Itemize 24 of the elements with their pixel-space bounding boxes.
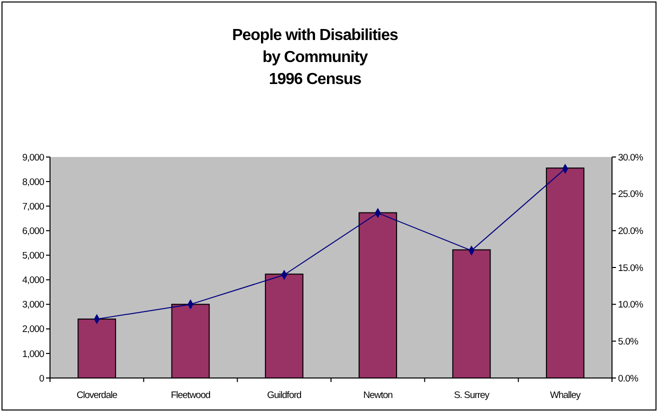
y2-tick-label: 0.0% xyxy=(618,373,640,384)
y-tick-label: 3,000 xyxy=(22,300,44,311)
y-tick-label: 8,000 xyxy=(22,176,44,188)
y-tick-label: 2,000 xyxy=(22,324,44,336)
x-tick-label: Whalley xyxy=(550,390,582,401)
y2-tick-label: 10.0% xyxy=(618,300,644,311)
y-tick-label: 5,000 xyxy=(22,250,44,262)
x-tick-label: Newton xyxy=(363,390,393,401)
x-tick-label: S. Surrey xyxy=(454,390,490,401)
y-tick-label: 0 xyxy=(39,373,44,384)
x-tick-label: Cloverdale xyxy=(76,390,118,401)
y-tick-label: 1,000 xyxy=(22,348,44,360)
y2-tick-label: 15.0% xyxy=(618,262,644,274)
x-tick-label: Fleetwood xyxy=(170,390,210,401)
y-tick-label: 7,000 xyxy=(22,201,44,212)
chart-title: People with Disabilities by Community 1996 Census xyxy=(232,27,399,88)
y-tick-label: 4,000 xyxy=(22,275,44,286)
y-tick-label: 9,000 xyxy=(22,152,44,164)
y2-tick-label: 20.0% xyxy=(618,226,644,237)
x-tick-label: Guildford xyxy=(267,390,302,401)
y-tick-label: 6,000 xyxy=(22,226,44,237)
y2-tick-label: 5.0% xyxy=(618,336,640,348)
y2-tick-label: 25.0% xyxy=(618,189,644,200)
y2-tick-label: 30.0% xyxy=(618,152,644,164)
